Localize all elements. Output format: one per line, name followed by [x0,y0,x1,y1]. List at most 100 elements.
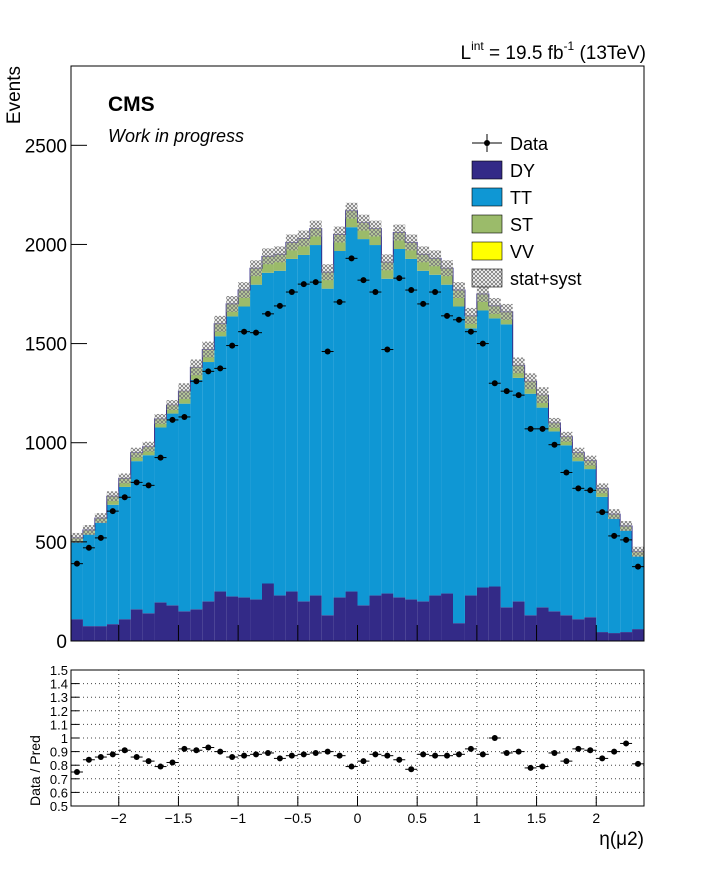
y-tick-label: 0.6 [50,785,68,800]
histogram-bar [154,602,167,641]
histogram-bar [441,593,453,641]
plot-frame [70,669,645,807]
histogram-bar [166,413,179,606]
uncertainty-band [94,513,107,524]
histogram-bar [500,607,513,641]
lumi-label: Lint = 19.5 fb-1 (13TeV) [460,39,646,64]
uncertainty-band [238,282,251,298]
data-point [563,469,570,476]
histogram-bar [417,270,430,602]
lumi-part: int [471,39,484,53]
ratio-point [300,751,307,758]
histogram-bar [71,542,83,620]
histogram-bar [333,597,346,641]
uncertainty-band [214,315,227,332]
ratio-point [587,747,594,754]
histogram-bar [297,601,310,641]
ratio-point [372,751,379,758]
ratio-y-axis-label: Data / Pred [27,735,43,806]
y-tick-label: 2500 [25,136,67,157]
legend-label: VV [510,242,534,262]
uncertainty-band [154,413,167,424]
y-tick-label: 0.7 [50,772,68,787]
data-point [181,413,188,420]
ratio-point [193,747,200,754]
data-point [133,479,140,486]
histogram-bar [405,258,418,600]
data-point [479,340,486,347]
histogram-bar [512,377,525,602]
uncertainty-band [226,296,239,312]
histogram-bar [345,591,358,641]
ratio-point [324,748,331,755]
uncertainty-band [262,248,274,265]
experiment-label: CMS [108,93,155,116]
histogram-bar [453,290,465,307]
data-point [587,487,594,494]
histogram-bar [632,556,644,630]
ratio-point [181,745,188,752]
ratio-point [599,755,606,762]
ratio-point [420,751,427,758]
ratio-point [455,751,462,758]
ratio-point [527,764,534,771]
ratio-point [229,754,236,761]
legend-label: ST [510,215,533,235]
uncertainty-band [369,220,382,237]
uncertainty-band [202,341,215,358]
uncertainty-band [464,307,477,324]
data-point [432,289,439,296]
uncertainty-band [584,455,597,466]
data-point [109,508,116,515]
legend-swatch [471,268,503,288]
histogram-bar [476,310,489,588]
ratio-point [253,751,260,758]
histogram-bar [333,250,346,598]
y-tick-label: 1.5 [50,663,68,678]
histogram-bar [94,522,107,627]
histogram-bar [130,461,143,610]
uncertainty-band [190,359,203,376]
data-point [300,281,307,288]
histogram-bar [357,605,370,641]
histogram-bar [321,288,334,616]
data-point [121,494,128,501]
histogram-bar [321,615,334,641]
uncertainty-band [345,202,358,219]
ratio-point [444,752,451,759]
uncertainty-band [333,226,346,243]
histogram-bar [620,530,633,633]
lumi-part: (13TeV) [574,43,646,64]
x-tick-label: −2 [111,810,127,826]
x-tick-label: −1 [230,810,246,826]
histogram-bar [190,379,203,610]
uncertainty-band [405,234,418,251]
data-point [360,277,367,284]
histogram-bar [262,256,274,273]
y-tick-label: 1.2 [50,704,68,719]
histogram-bar [417,601,430,641]
histogram-bar [548,431,561,612]
legend-label: stat+syst [510,269,582,289]
data-point [229,342,236,349]
data-point [455,316,462,323]
ratio-point [396,756,403,763]
histogram-bar [596,496,609,633]
uncertainty-band [620,521,633,531]
y-tick-label: 1000 [25,434,67,455]
uncertainty-band [250,260,262,277]
histogram-bar [512,601,525,641]
histogram-bar [285,243,298,259]
uncertainty-band [441,260,453,277]
ratio-point [384,752,391,759]
data-point [157,454,164,461]
ratio-point [157,763,164,770]
legend-swatch [471,241,503,261]
ratio-point [336,752,343,759]
ratio-point [360,758,367,765]
data-point [336,298,343,305]
legend-label: TT [510,188,532,208]
legend-label: Data [510,134,549,154]
histogram-bar [297,239,310,255]
uncertainty-band [417,246,430,263]
